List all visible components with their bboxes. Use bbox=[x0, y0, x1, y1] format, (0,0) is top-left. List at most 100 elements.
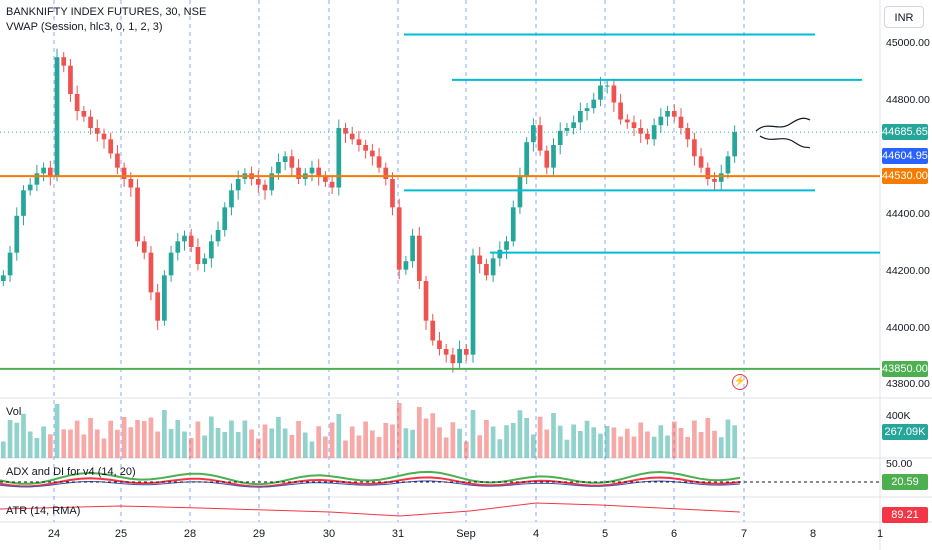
volume-bar bbox=[296, 421, 301, 458]
candle-body bbox=[383, 167, 389, 179]
candle-body bbox=[551, 145, 556, 168]
volume-bar bbox=[302, 432, 308, 458]
candle-body bbox=[54, 57, 60, 177]
volume-bar bbox=[504, 425, 509, 458]
volume-bar bbox=[517, 410, 523, 458]
green-level-tag: 43850.00 bbox=[882, 361, 928, 377]
candle-body bbox=[604, 85, 610, 87]
candle-body bbox=[14, 215, 20, 253]
volume-bar bbox=[671, 421, 677, 458]
candle-body bbox=[202, 258, 207, 264]
volume-bar bbox=[215, 428, 221, 458]
volume-bar bbox=[484, 420, 489, 458]
candle-body bbox=[88, 116, 93, 128]
candle-body bbox=[396, 207, 402, 270]
candle-body bbox=[645, 133, 650, 140]
vwap-legend: VWAP (Session, hlc3, 0, 1, 2, 3) bbox=[6, 21, 163, 33]
volume-bar bbox=[81, 434, 87, 458]
candle-body bbox=[705, 167, 711, 179]
volume-bar bbox=[611, 427, 617, 458]
volume-bar bbox=[624, 428, 630, 458]
lightning-icon[interactable]: ⚡ bbox=[732, 374, 748, 390]
volume-bar bbox=[276, 417, 281, 458]
candle-body bbox=[631, 122, 637, 128]
volume-bar bbox=[229, 420, 234, 458]
volume-bar bbox=[222, 432, 228, 458]
volume-bar bbox=[61, 429, 67, 458]
candle-body bbox=[410, 235, 415, 262]
volume-bar bbox=[577, 431, 583, 458]
atr-pane-label: ATR (14, RMA) bbox=[6, 505, 81, 517]
candle-body bbox=[94, 128, 100, 134]
volume-bar bbox=[269, 428, 275, 458]
x-tick-label: 5 bbox=[601, 528, 609, 540]
adx-line bbox=[0, 480, 741, 488]
volume-bar bbox=[510, 423, 516, 458]
candle-body bbox=[692, 139, 697, 157]
candle-body bbox=[598, 85, 603, 100]
candle-body bbox=[671, 111, 677, 117]
volume-bar bbox=[497, 439, 503, 458]
volume-bar bbox=[88, 418, 93, 458]
volume-bar bbox=[21, 413, 26, 458]
candle-body bbox=[7, 252, 13, 276]
last-price-tag: 44685.65 bbox=[882, 124, 928, 140]
adx-tag: 20.59 bbox=[882, 474, 928, 490]
candle-body bbox=[584, 108, 590, 111]
candle-body bbox=[188, 235, 194, 247]
candle-body bbox=[638, 128, 644, 134]
volume-bar bbox=[255, 438, 261, 458]
candle-body bbox=[141, 241, 147, 253]
drawing-scribble bbox=[755, 117, 811, 132]
x-tick-label: 1 bbox=[876, 528, 884, 540]
candle-body bbox=[356, 139, 362, 145]
candle-body bbox=[571, 122, 576, 128]
candle-body bbox=[282, 156, 288, 162]
x-tick-label: 29 bbox=[252, 528, 266, 540]
volume-bar bbox=[1, 441, 6, 458]
candle-body bbox=[651, 125, 657, 140]
candle-body bbox=[363, 145, 368, 151]
candle-body bbox=[450, 354, 456, 364]
atr-line bbox=[0, 502, 741, 517]
candle-body bbox=[121, 167, 127, 179]
candle-body bbox=[537, 125, 543, 151]
candle-body bbox=[524, 142, 530, 177]
volume-bar bbox=[732, 425, 737, 458]
candle-body bbox=[591, 99, 597, 109]
candle-body bbox=[168, 252, 174, 276]
candle-body bbox=[437, 340, 442, 349]
candle-body bbox=[269, 173, 275, 191]
candle-body bbox=[175, 241, 181, 253]
candle-body bbox=[557, 130, 563, 145]
drawing-scribble bbox=[759, 135, 811, 149]
candle-body bbox=[712, 179, 717, 182]
volume-bar bbox=[289, 435, 295, 458]
volume-bar bbox=[195, 421, 201, 458]
candle-body bbox=[443, 349, 449, 355]
x-tick-label: 25 bbox=[114, 528, 128, 540]
candle-body bbox=[517, 176, 523, 208]
candle-body bbox=[215, 230, 221, 242]
candle-body bbox=[678, 116, 684, 128]
volume-bar bbox=[390, 424, 395, 458]
candle-body bbox=[490, 258, 496, 276]
volume-bar bbox=[7, 420, 13, 458]
volume-bar bbox=[631, 436, 637, 458]
currency-button[interactable]: INR bbox=[884, 6, 924, 28]
volume-bar bbox=[356, 435, 362, 458]
volume-bar bbox=[155, 431, 161, 458]
volume-tag: 267.09K bbox=[882, 424, 928, 440]
candle-body bbox=[229, 190, 234, 208]
volume-bar bbox=[188, 438, 194, 458]
price-tick: 43800.00 bbox=[886, 378, 930, 390]
volume-bar bbox=[564, 439, 570, 458]
candle-body bbox=[343, 128, 348, 134]
adx-minus-di-line bbox=[0, 476, 741, 488]
volume-bar bbox=[54, 404, 60, 458]
volume-bar bbox=[423, 418, 429, 458]
volume-bar bbox=[336, 414, 342, 458]
volume-bar bbox=[202, 435, 207, 458]
candle-body bbox=[108, 139, 114, 154]
candle-body bbox=[497, 249, 503, 259]
